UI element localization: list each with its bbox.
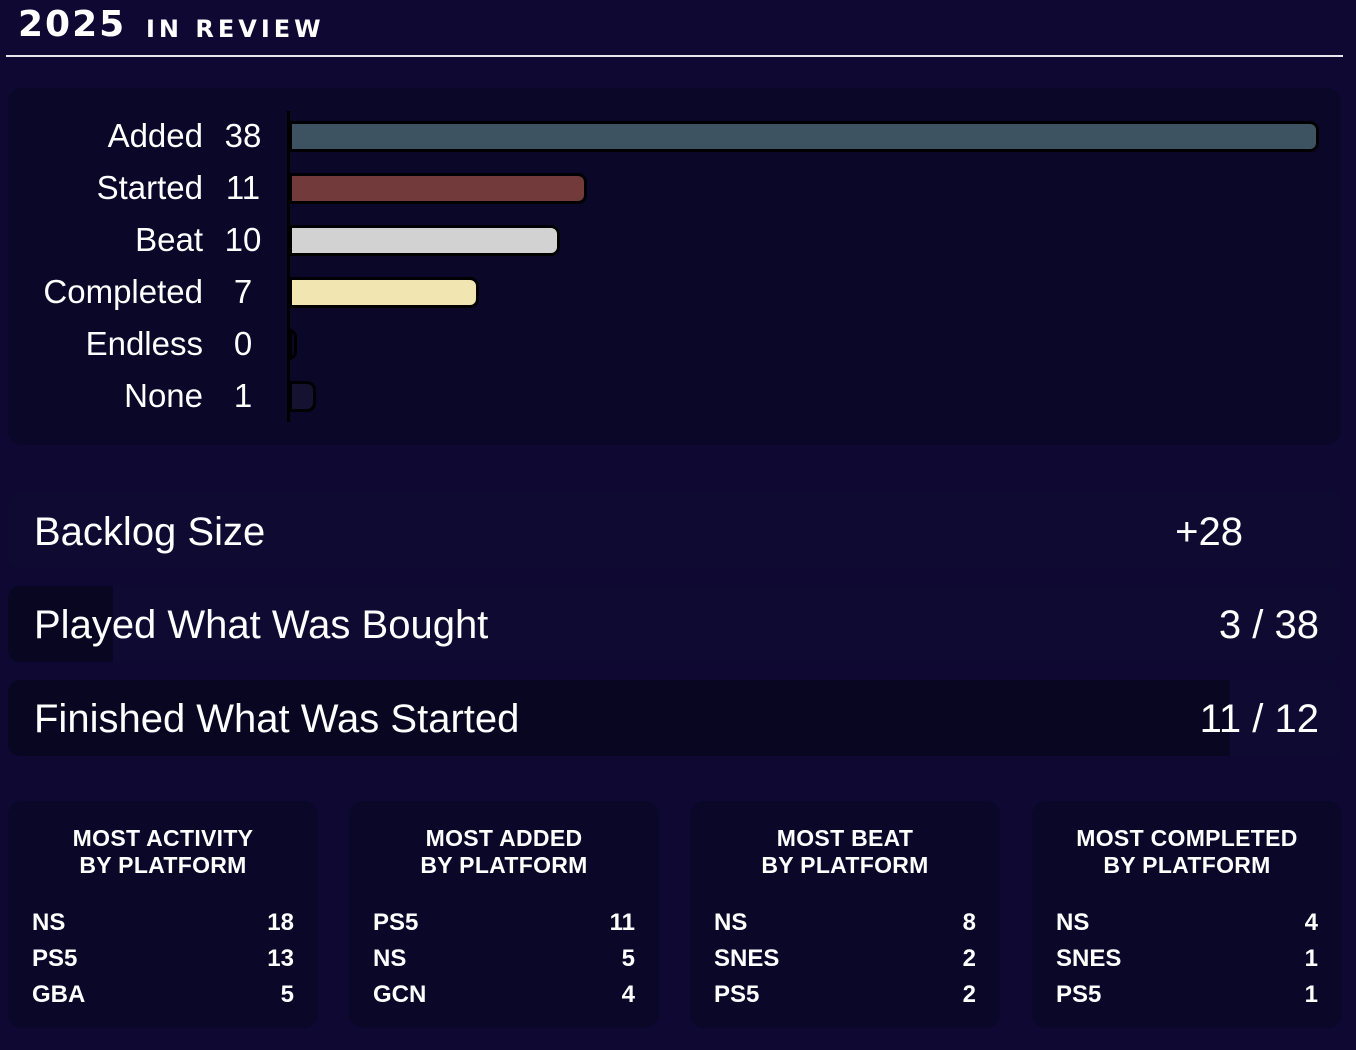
bar-value-beat: 10 bbox=[224, 221, 262, 258]
backlog-size-label: Backlog Size bbox=[34, 510, 266, 554]
played-bought-value: 3 / 38 bbox=[1218, 603, 1319, 647]
year-title: 2025 bbox=[18, 4, 127, 45]
bar-beat bbox=[289, 225, 560, 256]
platform-count: 5 bbox=[280, 981, 294, 1008]
platform-name: GBA bbox=[32, 981, 86, 1008]
list-item: PS5 1 bbox=[1056, 977, 1318, 1013]
platform-count: 1 bbox=[1304, 945, 1318, 972]
platform-list: NS 8 SNES 2 PS5 2 bbox=[714, 905, 976, 1013]
platform-name: PS5 bbox=[714, 981, 760, 1008]
platform-count: 4 bbox=[1304, 909, 1318, 936]
backlog-size-row: Backlog Size +28 bbox=[8, 493, 1341, 569]
platform-name: PS5 bbox=[1056, 981, 1102, 1008]
platform-name: NS bbox=[714, 909, 748, 936]
bar-label-beat: Beat bbox=[135, 221, 203, 258]
platform-count: 13 bbox=[267, 945, 294, 972]
status-bar-chart: Added 38 Started 11 Beat 10 Completed 7 Endless 0… bbox=[8, 88, 1341, 445]
bar-started bbox=[289, 173, 587, 204]
list-item: GBA 5 bbox=[32, 977, 294, 1013]
platform-count: 4 bbox=[621, 981, 635, 1008]
platform-count: 5 bbox=[621, 945, 635, 972]
finished-started-row: Finished What Was Started 11 / 12 bbox=[8, 680, 1341, 756]
card-title: MOST ADDED BY PLATFORM bbox=[420, 825, 588, 878]
platform-name: SNES bbox=[1056, 945, 1122, 972]
bar-added bbox=[289, 121, 1319, 152]
platform-name: PS5 bbox=[373, 909, 419, 936]
platform-count: 18 bbox=[267, 909, 294, 936]
bar-none bbox=[289, 381, 316, 412]
bar-value-started: 11 bbox=[225, 169, 261, 206]
platform-name: NS bbox=[32, 909, 66, 936]
list-item: NS 18 bbox=[32, 905, 294, 941]
played-bought-row: Played What Was Bought 3 / 38 bbox=[8, 586, 1341, 662]
platform-name: NS bbox=[1056, 909, 1090, 936]
list-item: SNES 2 bbox=[714, 941, 976, 977]
finished-started-progress bbox=[8, 680, 1231, 756]
finished-started-label: Finished What Was Started bbox=[34, 697, 520, 741]
platform-count: 2 bbox=[962, 981, 976, 1008]
platform-name: GCN bbox=[373, 981, 427, 1008]
bar-value-none: 1 bbox=[233, 377, 253, 414]
platform-list: PS5 11 NS 5 GCN 4 bbox=[373, 905, 635, 1013]
played-bought-progress bbox=[8, 586, 114, 662]
platform-count: 2 bbox=[962, 945, 976, 972]
bar-label-none: None bbox=[124, 377, 203, 414]
bar-label-added: Added bbox=[107, 117, 203, 154]
platform-list: NS 18 PS5 13 GBA 5 bbox=[32, 905, 294, 1013]
most-completed-card: MOST COMPLETED BY PLATFORM NS 4 SNES 1 PS5 1 bbox=[1032, 801, 1342, 1028]
list-item: NS 5 bbox=[373, 941, 635, 977]
bar-label-completed: Completed bbox=[43, 273, 203, 310]
most-beat-card: MOST BEAT BY PLATFORM NS 8 SNES 2 PS5 2 bbox=[690, 801, 1000, 1028]
platform-name: SNES bbox=[714, 945, 780, 972]
bar-completed bbox=[289, 277, 479, 308]
bar-endless bbox=[289, 329, 297, 360]
list-item: PS5 13 bbox=[32, 941, 294, 977]
bar-label-endless: Endless bbox=[85, 325, 203, 362]
bar-label-started: Started bbox=[96, 169, 203, 206]
backlog-size-value: +28 bbox=[1175, 510, 1243, 554]
list-item: SNES 1 bbox=[1056, 941, 1318, 977]
bar-value-endless: 0 bbox=[233, 325, 253, 362]
list-item: PS5 11 bbox=[373, 905, 635, 941]
page-header: 2025 IN REVIEW bbox=[6, 0, 1343, 57]
most-added-card: MOST ADDED BY PLATFORM PS5 11 NS 5 GCN 4 bbox=[349, 801, 659, 1028]
card-title: MOST ACTIVITY BY PLATFORM bbox=[72, 825, 254, 878]
platform-list: NS 4 SNES 1 PS5 1 bbox=[1056, 905, 1318, 1013]
most-activity-card: MOST ACTIVITY BY PLATFORM NS 18 PS5 13 GBA 5 bbox=[8, 801, 318, 1028]
platform-count: 11 bbox=[609, 909, 635, 936]
card-title: MOST COMPLETED BY PLATFORM bbox=[1076, 825, 1298, 878]
platform-count: 1 bbox=[1304, 981, 1318, 1008]
page-subtitle: IN REVIEW bbox=[146, 15, 325, 43]
bar-value-added: 38 bbox=[224, 117, 262, 154]
list-item: GCN 4 bbox=[373, 977, 635, 1013]
list-item: PS5 2 bbox=[714, 977, 976, 1013]
list-item: NS 8 bbox=[714, 905, 976, 941]
finished-started-value: 11 / 12 bbox=[1199, 697, 1319, 741]
card-title: MOST BEAT BY PLATFORM bbox=[761, 825, 929, 878]
bar-value-completed: 7 bbox=[233, 273, 253, 310]
platform-count: 8 bbox=[962, 909, 976, 936]
platform-name: PS5 bbox=[32, 945, 78, 972]
list-item: NS 4 bbox=[1056, 905, 1318, 941]
played-bought-label: Played What Was Bought bbox=[34, 603, 489, 647]
chart-axis bbox=[287, 111, 290, 422]
platform-name: NS bbox=[373, 945, 407, 972]
